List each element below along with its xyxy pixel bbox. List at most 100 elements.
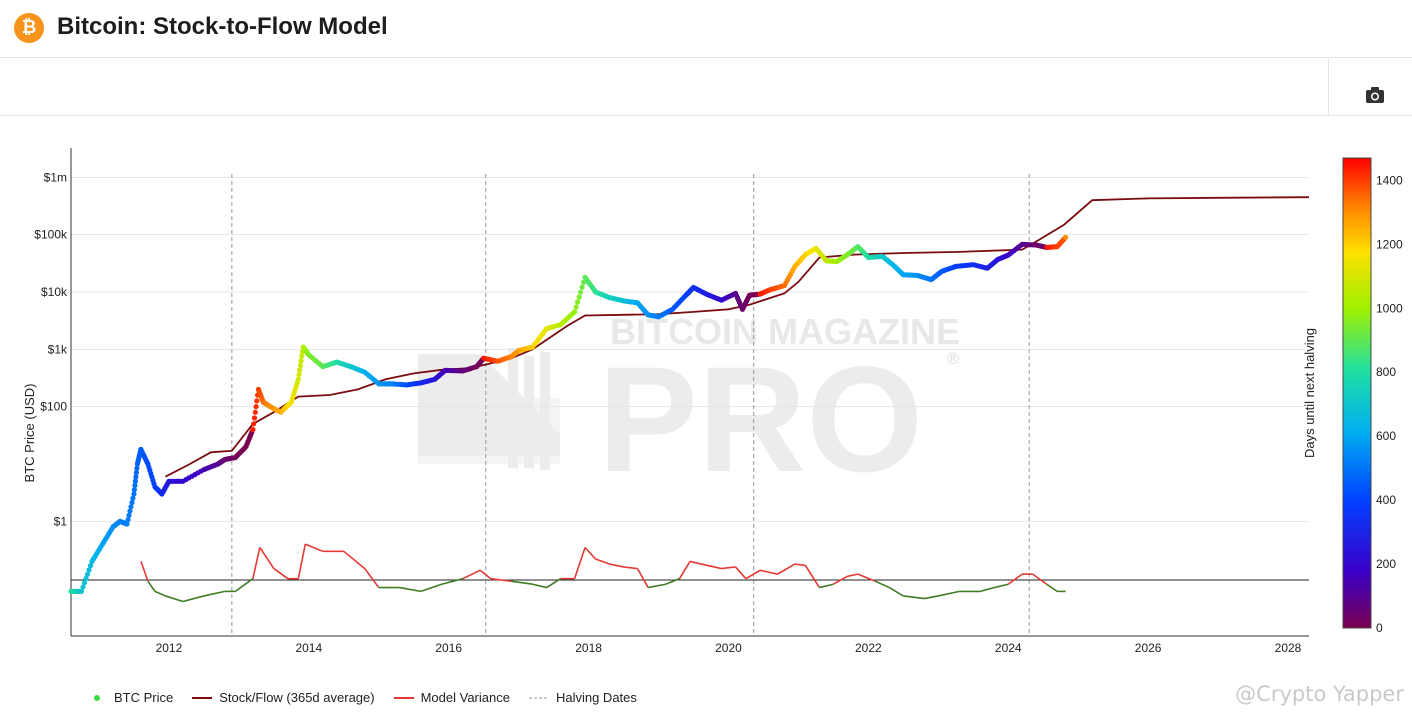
page-title: Bitcoin: Stock-to-Flow Model [57, 13, 388, 40]
model-variance-segment [462, 569, 481, 580]
btc-price-point [132, 482, 138, 488]
model-variance-segment [154, 590, 166, 597]
btc-price-point [124, 521, 130, 527]
btc-price-point [132, 478, 138, 484]
colorbar-tick-label: 1000 [1376, 301, 1403, 315]
model-variance-segment [609, 563, 624, 568]
model-variance-segment [636, 568, 649, 588]
model-variance-segment [794, 563, 806, 567]
btc-price-point [297, 362, 303, 369]
colorbar-tick-label: 400 [1376, 493, 1396, 507]
btc-price-point [573, 304, 579, 310]
model-variance-segment [777, 563, 796, 575]
btc-price-point [81, 580, 88, 586]
btc-price-point [1062, 234, 1069, 240]
model-variance-segment [546, 577, 562, 589]
btc-price-point [251, 415, 258, 421]
model-variance-segment [182, 595, 205, 603]
btc-price-point [126, 512, 132, 518]
legend-label: Halving Dates [555, 690, 637, 705]
x-tick-label: 2026 [1135, 641, 1162, 655]
btc-price-point [78, 588, 85, 594]
colorbar-tick-label: 1200 [1376, 237, 1403, 251]
colorbar [1342, 157, 1372, 629]
legend-item[interactable]: BTC Price [86, 690, 173, 705]
x-tick-label: 2016 [435, 641, 462, 655]
btc-price-point [295, 376, 301, 382]
x-tick-label: 2020 [715, 641, 742, 655]
model-variance-segment [678, 560, 691, 580]
overlay-watermark: @Crypto Yapper [1235, 682, 1404, 706]
legend-item[interactable]: Halving Dates [528, 690, 637, 705]
model-variance-segment [665, 577, 680, 585]
btc-price-point [576, 294, 582, 300]
model-variance-segment [573, 547, 586, 579]
model-variance-segment [759, 569, 778, 575]
legend-swatch [528, 697, 549, 698]
legend-label: BTC Price [114, 690, 174, 705]
model-variance-segment [165, 595, 184, 603]
model-variance-segment [343, 550, 366, 570]
btc-price-point [133, 474, 139, 480]
x-tick-label: 2024 [995, 641, 1022, 655]
x-tick-label: 2018 [575, 641, 602, 655]
watermark-registered: ® [945, 349, 961, 368]
y-tick-label: $100 [40, 400, 67, 414]
x-tick-label: 2028 [1275, 641, 1302, 655]
colorbar-label: Days until next halving [1302, 328, 1317, 458]
model-variance-segment [305, 543, 324, 553]
y-axis-label: BTC Price (USD) [22, 384, 37, 483]
btc-price-point [252, 409, 258, 415]
model-variance-segment [875, 580, 890, 589]
btc-price-point [579, 284, 585, 290]
btc-price-point [253, 404, 259, 410]
model-variance-segment [721, 566, 736, 570]
model-variance-segment [420, 583, 442, 593]
btc-price-point [125, 517, 131, 523]
btc-price-point [130, 495, 136, 501]
btc-price-point [134, 465, 140, 471]
model-variance-segment [297, 543, 307, 579]
model-variance-segment [707, 564, 722, 570]
x-tick-label: 2022 [855, 641, 882, 655]
y-tick-label: $1k [48, 342, 68, 356]
model-variance-segment [511, 580, 533, 586]
btc-price-point [575, 299, 581, 305]
btc-price-point [127, 508, 133, 514]
model-variance-segment [252, 547, 261, 579]
x-tick-label: 2014 [295, 641, 322, 655]
colorbar-tick-label: 1400 [1376, 173, 1403, 187]
colorbar-tick-label: 0 [1376, 621, 1383, 635]
btc-price-point [129, 499, 135, 506]
btc-price-point [128, 504, 134, 510]
model-variance-segment [479, 569, 492, 580]
model-variance-segment [140, 561, 149, 582]
btc-price-point [87, 563, 94, 569]
legend-item[interactable]: Stock/Flow (365d average) [191, 690, 375, 705]
btc-price-point [254, 398, 260, 404]
colorbar-tick-label: 200 [1376, 557, 1396, 571]
model-variance-segment [1007, 573, 1023, 585]
model-variance-segment [647, 583, 666, 589]
btc-price-point [80, 584, 86, 590]
btc-price-point [84, 571, 91, 577]
model-variance-segment [234, 578, 254, 593]
colorbar-tick-label: 600 [1376, 429, 1396, 443]
btc-price-point [297, 367, 303, 373]
btc-price-point [250, 426, 256, 433]
btc-price-point [133, 470, 139, 476]
model-variance-segment [532, 583, 547, 589]
model-variance-segment [689, 560, 708, 567]
legend-swatch [192, 696, 213, 699]
y-tick-label: $100k [34, 228, 68, 242]
model-variance-segment [847, 573, 859, 578]
model-variance-segment [832, 575, 848, 585]
legend-item[interactable]: Model Variance [393, 690, 510, 705]
model-variance-segment [734, 566, 747, 580]
camera-icon[interactable] [1364, 84, 1386, 106]
model-variance-segment [1032, 573, 1048, 585]
model-variance-segment [364, 568, 380, 589]
header: ₿ Bitcoin: Stock-to-Flow Model [0, 0, 1412, 58]
btc-price-point [86, 567, 92, 573]
model-variance-segment [399, 586, 421, 593]
